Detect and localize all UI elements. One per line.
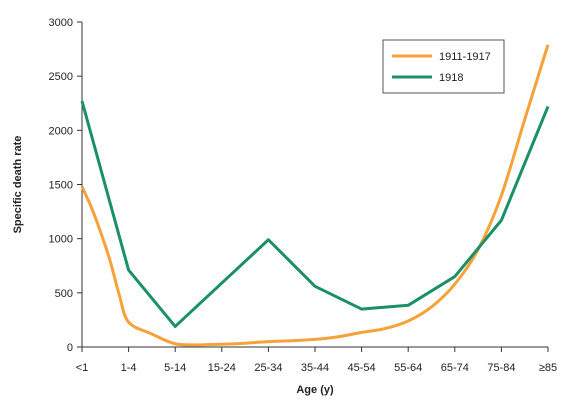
x-tick-label: <1 [76, 362, 89, 374]
y-tick-label: 1500 [49, 180, 73, 192]
x-tick-label: 35-44 [301, 362, 329, 374]
y-tick-label: 500 [55, 288, 73, 300]
x-tick-label: 55-64 [394, 362, 422, 374]
x-tick-label: 1-4 [121, 362, 137, 374]
x-tick-label: 75-84 [487, 362, 515, 374]
legend-label-1911-1917: 1911-1917 [439, 51, 491, 63]
x-tick-label: 45-54 [348, 362, 376, 374]
y-tick-label: 2000 [49, 125, 73, 137]
y-tick-label: 0 [67, 342, 73, 354]
series-line-1918 [80, 100, 550, 328]
series-line-1911-1917 [80, 44, 550, 347]
y-ticks: 0 500 1000 1500 2000 2500 3000 [49, 17, 82, 354]
x-tick-label: ≥85 [539, 362, 557, 374]
legend: 1911-1917 1918 [382, 39, 505, 94]
x-tick-label: 15-24 [208, 362, 236, 374]
legend-box [382, 39, 505, 94]
y-tick-label: 3000 [49, 17, 73, 29]
x-tick-label: 65-74 [441, 362, 469, 374]
y-tick-label: 2500 [49, 71, 73, 83]
y-axis-title: Specific death rate [12, 136, 24, 234]
y-tick-label: 1000 [49, 234, 73, 246]
legend-label-1918: 1918 [439, 72, 463, 84]
x-tick-label: 25-34 [254, 362, 282, 374]
x-tick-label: 5-14 [164, 362, 186, 374]
x-ticks: <1 1-4 5-14 15-24 25-34 35-44 45-54 55-64 65-74 7… [76, 347, 557, 374]
series [80, 44, 550, 347]
x-axis-title: Age (y) [296, 384, 334, 396]
